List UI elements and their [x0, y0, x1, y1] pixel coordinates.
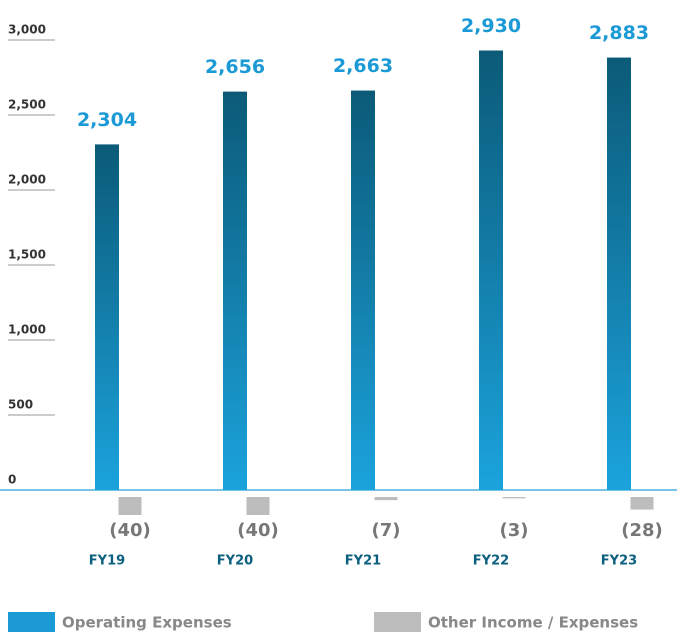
bar	[223, 91, 247, 490]
y-tick-label: 2,000	[8, 173, 46, 187]
bar	[95, 144, 119, 490]
legend-swatch	[374, 612, 421, 632]
x-tick-label: FY23	[601, 554, 637, 569]
x-tick-label: FY20	[217, 554, 253, 569]
bar	[607, 57, 631, 491]
bar	[351, 90, 375, 491]
bar	[502, 497, 526, 499]
bar	[246, 497, 270, 515]
legend-label: Operating Expenses	[62, 614, 232, 632]
bar	[374, 497, 398, 501]
data-label: (28)	[621, 520, 663, 541]
data-label: 2,656	[205, 56, 265, 78]
data-label: (3)	[500, 520, 529, 541]
bar	[118, 497, 142, 515]
data-label: 2,663	[333, 55, 393, 77]
y-tick-label: 1,000	[8, 323, 46, 337]
bar	[479, 50, 503, 490]
x-tick-label: FY19	[89, 554, 125, 569]
legend-swatch	[8, 612, 55, 632]
data-label: 2,930	[461, 15, 521, 37]
x-tick-label: FY21	[345, 554, 381, 569]
data-label: 2,883	[589, 22, 649, 44]
y-tick-label: 500	[8, 398, 33, 412]
y-tick-label: 3,000	[8, 23, 46, 37]
data-label: (40)	[237, 520, 279, 541]
y-tick-label: 2,500	[8, 98, 46, 112]
bar	[630, 497, 654, 510]
data-label: 2,304	[77, 109, 137, 131]
data-label: (40)	[109, 520, 151, 541]
data-label: (7)	[372, 520, 401, 541]
legend-label: Other Income / Expenses	[428, 614, 638, 632]
y-tick-label: 1,500	[8, 248, 46, 262]
x-tick-label: FY22	[473, 554, 509, 569]
y-tick-label: 0	[8, 473, 16, 487]
